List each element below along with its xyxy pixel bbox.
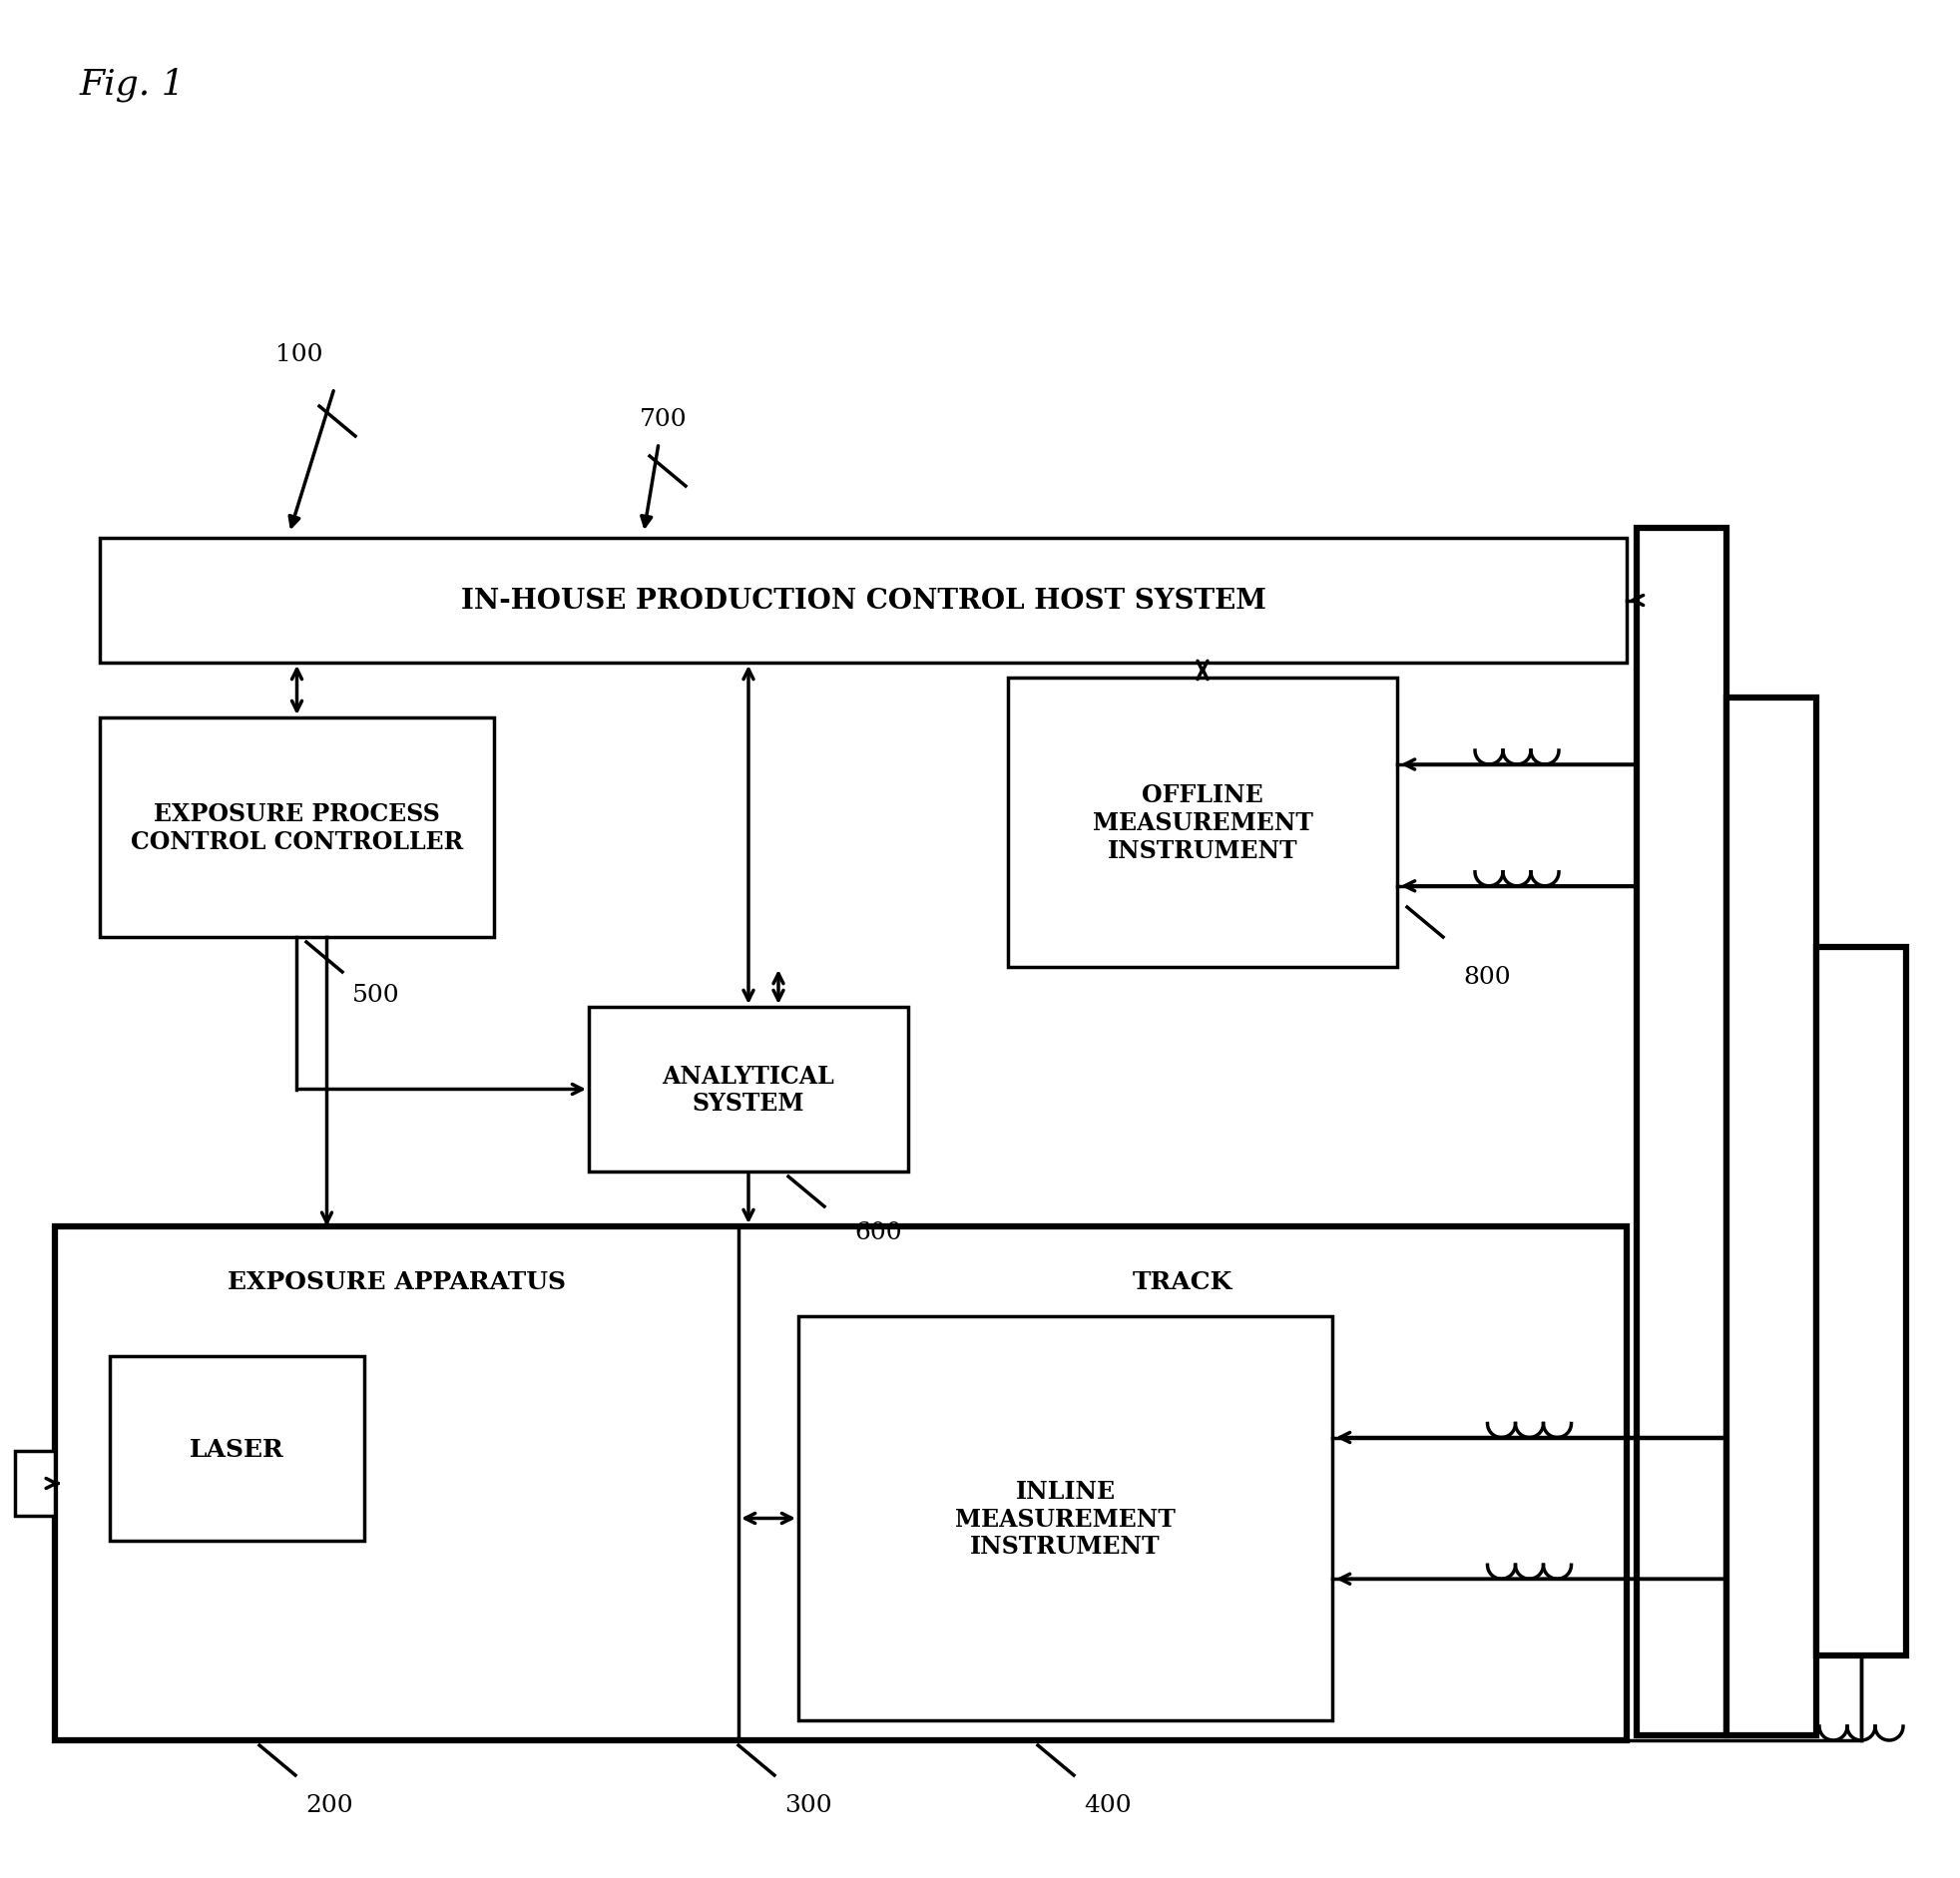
Text: 500: 500 — [353, 984, 400, 1007]
Text: 700: 700 — [639, 408, 688, 430]
Text: TRACK: TRACK — [1133, 1270, 1233, 1294]
Bar — [1817, 948, 1907, 1656]
Text: 800: 800 — [1464, 965, 1511, 990]
Text: 100: 100 — [276, 342, 323, 366]
Text: INLINE
MEASUREMENT
INSTRUMENT: INLINE MEASUREMENT INSTRUMENT — [955, 1478, 1176, 1559]
Bar — [588, 1007, 907, 1172]
Bar — [1727, 699, 1817, 1735]
Text: OFFLINE
MEASUREMENT
INSTRUMENT: OFFLINE MEASUREMENT INSTRUMENT — [1092, 783, 1313, 862]
Bar — [798, 1316, 1333, 1720]
Text: ANALYTICAL
SYSTEM: ANALYTICAL SYSTEM — [662, 1063, 835, 1116]
Text: EXPOSURE PROCESS
CONTROL CONTROLLER: EXPOSURE PROCESS CONTROL CONTROLLER — [131, 802, 463, 854]
Text: Fig. 1: Fig. 1 — [80, 68, 186, 101]
Text: 600: 600 — [855, 1221, 902, 1243]
Text: EXPOSURE APPARATUS: EXPOSURE APPARATUS — [227, 1270, 566, 1294]
Bar — [100, 539, 1627, 663]
Bar — [55, 1226, 1627, 1741]
Bar — [1637, 528, 1727, 1735]
Text: IN-HOUSE PRODUCTION CONTROL HOST SYSTEM: IN-HOUSE PRODUCTION CONTROL HOST SYSTEM — [461, 588, 1266, 614]
Bar — [100, 717, 494, 937]
Bar — [1007, 678, 1397, 967]
Bar — [16, 1452, 55, 1516]
Text: 200: 200 — [306, 1793, 353, 1816]
Text: LASER: LASER — [190, 1437, 284, 1461]
Text: 300: 300 — [784, 1793, 833, 1816]
Text: 400: 400 — [1084, 1793, 1131, 1816]
Bar — [110, 1356, 365, 1540]
